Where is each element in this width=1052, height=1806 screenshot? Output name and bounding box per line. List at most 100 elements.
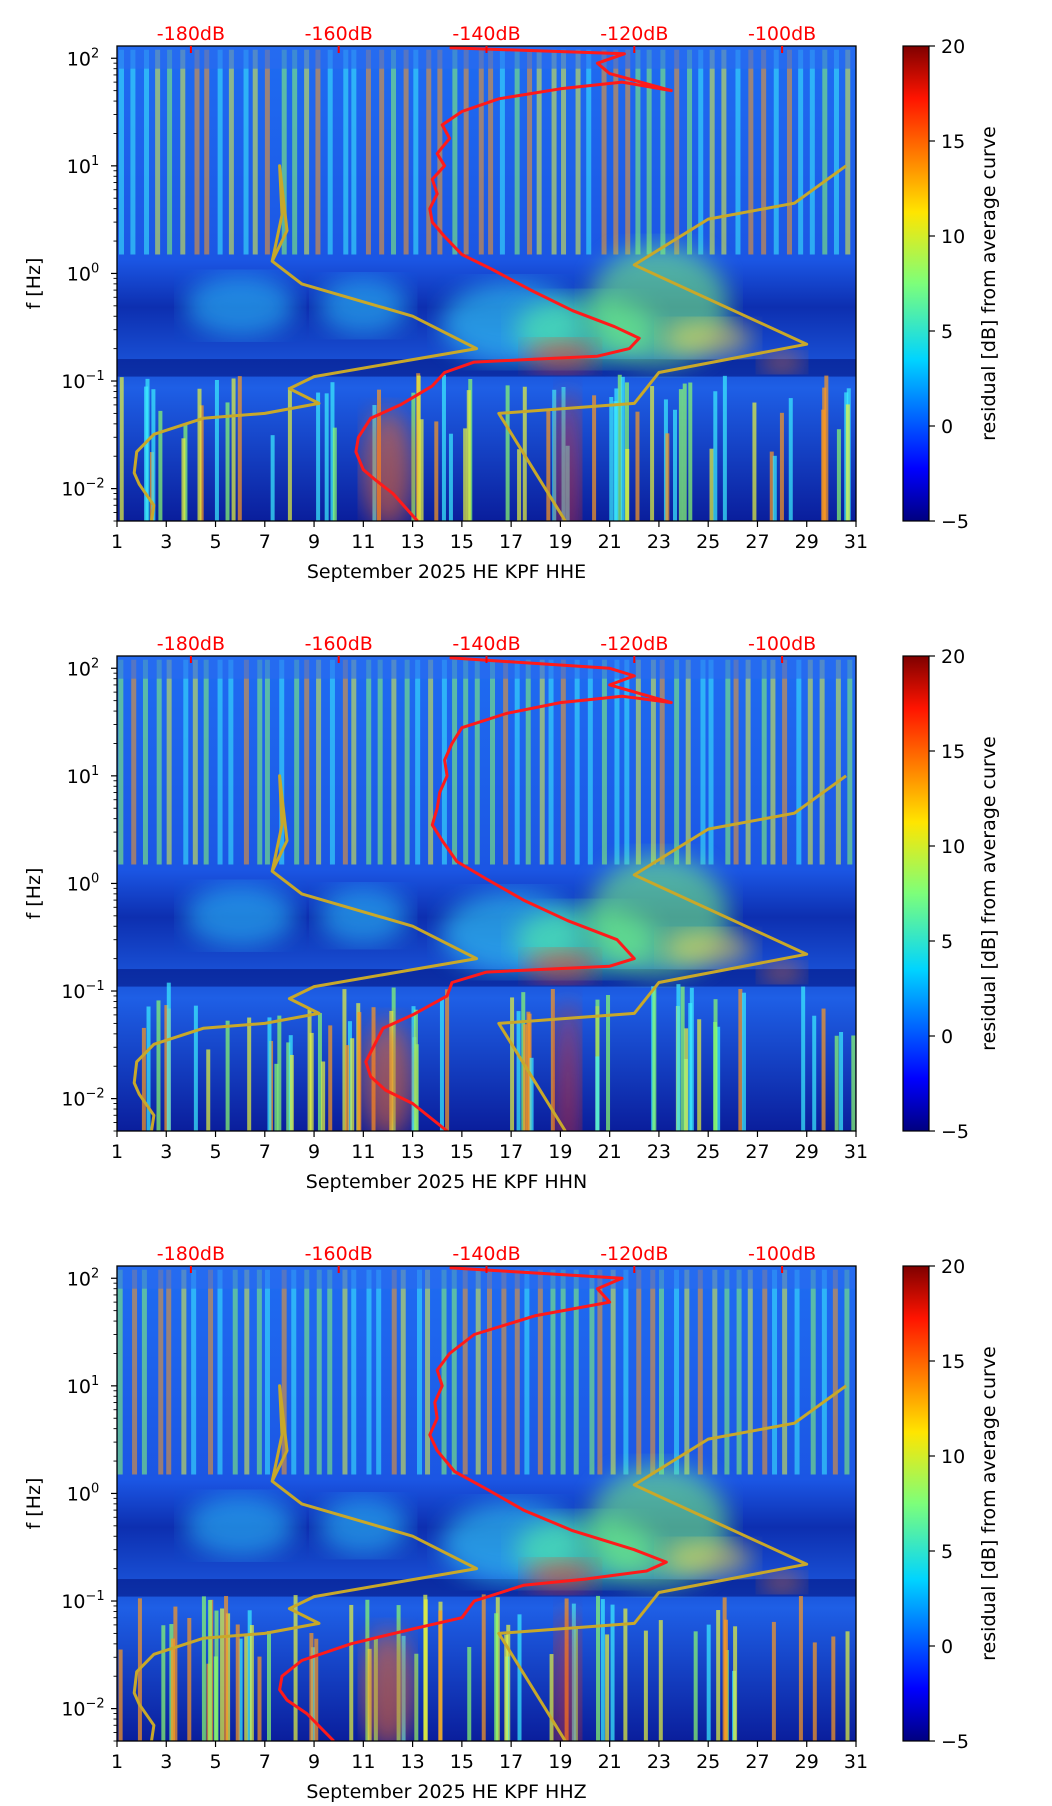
top-db-label: -120dB [600,633,668,655]
streak-high [252,49,258,255]
colorbar-label: residual [dB] from average curve [978,1346,1000,1661]
streak-low [693,1631,698,1741]
streak-low [317,1013,322,1131]
streak-high [550,1269,556,1475]
streak-high [490,659,496,865]
x-tick-label: 13 [401,1141,425,1163]
streak-high [478,49,484,255]
x-tick-label: 17 [499,1141,523,1163]
streak-high [291,1269,297,1475]
streak-high [700,659,706,865]
streak-low [643,1630,648,1741]
x-tick-label: 5 [209,1141,221,1163]
streak-high [167,49,173,255]
streak-low [635,411,640,521]
x-tick-label: 19 [548,1141,572,1163]
streak-high [844,1269,850,1475]
streak-high [635,659,641,865]
streak-high [217,659,223,865]
colorbar-tick-label: −5 [941,1121,969,1143]
streak-high [674,659,680,865]
spectrogram-blob [760,352,805,373]
top-db-label: -160dB [305,633,373,655]
streak-low [206,1049,211,1131]
streak-low [193,1005,198,1131]
streak-high [281,49,287,255]
streak-low [623,1608,628,1741]
streak-low [625,448,630,521]
psd-curve [364,656,673,1131]
streak-high [773,49,779,255]
streak-high [413,49,419,255]
streak-low [141,1027,146,1131]
streak-high [561,49,567,255]
y-tick-label: 101 [67,154,99,178]
streak-high [264,1269,270,1475]
streak-high [316,1269,322,1475]
x-tick-label: 25 [696,531,720,553]
streak-high [417,1269,423,1475]
streak-low [274,1063,279,1131]
colorbar-tick-label: 20 [941,646,965,668]
streak-high [452,49,458,255]
streak-high [365,49,371,255]
streak-low [812,1015,817,1131]
streak-high [441,1269,447,1475]
streak-high [142,659,148,865]
spectrogram-blob [318,887,409,944]
streak-high [257,659,263,865]
streak-low [779,412,784,521]
streak-high [674,1269,680,1475]
streak-high [141,1269,147,1475]
streak-high [733,659,739,865]
streak-high [736,1269,742,1475]
streak-low [467,1647,472,1741]
streak-low [289,1054,294,1131]
streak-low [510,997,515,1131]
x-tick-label: 7 [259,1751,271,1773]
streak-low [822,387,827,521]
streak-high [217,1269,223,1475]
x-tick-label: 15 [450,531,474,553]
streak-high [674,49,680,255]
streak-high [366,659,372,865]
streak-high [327,1269,333,1475]
streak-low [247,1610,252,1741]
streak-high [847,659,853,865]
streak-low [314,1638,319,1741]
streak-low [270,435,275,521]
streak-high [809,49,815,255]
streak-high [304,1269,310,1475]
colorbar-tick-label: 10 [941,836,965,858]
streak-high [156,659,162,865]
streak-high [428,659,434,865]
streak-high [624,659,630,865]
streak-high [835,659,841,865]
streak-low [349,1604,354,1741]
streak-low [610,1604,615,1741]
x-tick-label: 3 [160,531,172,553]
streak-low [546,410,551,521]
streak-low [614,388,619,521]
top-db-label: -180dB [157,23,225,45]
streak-low [812,1642,817,1741]
streak-high [279,659,285,865]
streak-high [610,1269,616,1475]
streak-high [451,1269,457,1475]
streak-low [441,374,446,521]
streak-high [351,49,357,255]
x-tick-label: 5 [209,1751,221,1773]
streak-low [448,433,453,521]
streak-low [845,404,850,521]
streak-low [187,1617,192,1741]
streak-low [257,1656,262,1741]
x-tick-label: 27 [745,1141,769,1163]
spectrogram-area [117,656,856,1131]
x-tick-label: 27 [745,1751,769,1773]
streak-low [330,382,335,521]
streak-high [625,49,631,255]
colorbar-tick-label: 15 [941,1351,965,1373]
colorbar-tick-label: 0 [941,1636,953,1658]
streak-low [517,449,522,521]
streak-low [529,1057,534,1131]
